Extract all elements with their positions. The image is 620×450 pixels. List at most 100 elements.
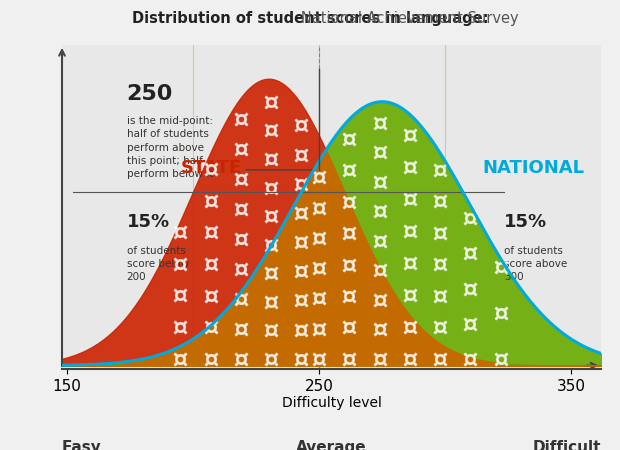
Point [405,356,415,363]
Point [435,166,445,174]
Point [405,195,415,202]
Point [374,356,384,363]
Text: Easy: Easy [62,440,102,450]
Point [466,215,476,222]
Point [296,356,306,363]
Point [344,230,354,237]
Point [236,265,246,272]
Text: STATE: STATE [180,159,242,177]
Point [296,326,306,333]
Point [435,198,445,205]
Point [374,119,384,126]
Point [266,298,276,306]
Point [374,326,384,333]
Point [314,204,324,212]
Point [374,208,384,215]
Point [236,145,246,153]
Point [374,178,384,185]
Point [466,356,476,363]
Point [344,135,354,143]
Point [236,115,246,122]
Point [296,297,306,304]
Point [374,237,384,244]
Point [466,250,476,257]
Point [405,131,415,138]
Point [266,241,276,248]
Point [314,234,324,242]
Point [266,356,276,363]
Point [236,356,246,363]
Point [236,325,246,333]
Point [296,151,306,158]
Point [175,229,185,236]
Text: National Achievement Survey: National Achievement Survey [102,10,518,26]
Point [266,127,276,134]
Point [344,198,354,205]
Point [236,205,246,212]
Point [495,309,505,316]
Point [344,356,354,363]
Point [266,212,276,220]
Point [314,356,324,363]
Point [206,356,216,363]
Point [344,167,354,174]
Point [405,227,415,234]
Point [344,261,354,268]
Point [236,295,246,302]
Point [266,155,276,162]
Point [466,285,476,292]
Point [266,98,276,105]
Point [374,149,384,156]
Point [314,265,324,272]
Point [344,292,354,300]
Point [314,295,324,302]
Point [206,292,216,299]
Point [435,230,445,237]
Point [296,209,306,216]
Point [435,292,445,300]
Text: 250: 250 [126,84,173,104]
Point [266,270,276,277]
Point [374,296,384,303]
Point [206,165,216,172]
X-axis label: Difficulty level: Difficulty level [281,396,382,410]
Text: 15%: 15% [504,213,547,231]
Point [495,263,505,270]
Point [296,268,306,275]
Point [206,197,216,204]
Point [266,184,276,191]
Text: NATIONAL: NATIONAL [483,159,585,177]
Point [266,327,276,334]
Text: 15%: 15% [126,213,170,231]
Point [206,324,216,331]
Point [296,180,306,187]
Point [175,356,185,363]
Text: Distribution of student scores in language:: Distribution of student scores in langua… [131,10,489,26]
Point [374,267,384,274]
Point [405,291,415,298]
Point [175,324,185,331]
Point [206,260,216,267]
Point [314,325,324,332]
Point [296,238,306,246]
Point [314,174,324,181]
Text: Difficult: Difficult [533,440,601,450]
Point [175,292,185,299]
Point [236,235,246,243]
Point [296,122,306,129]
Point [435,261,445,268]
Point [435,356,445,363]
Point [405,323,415,330]
Text: of students
score above
300: of students score above 300 [504,246,567,282]
Point [405,163,415,170]
Point [175,260,185,267]
Point [466,320,476,327]
Point [405,259,415,266]
Point [206,229,216,236]
Point [495,356,505,363]
Point [435,324,445,331]
Point [236,175,246,182]
Point [344,324,354,331]
Text: Average: Average [296,440,367,450]
Text: is the mid-point:
half of students
perform above
this point; half
perform below : is the mid-point: half of students perfo… [126,116,213,179]
